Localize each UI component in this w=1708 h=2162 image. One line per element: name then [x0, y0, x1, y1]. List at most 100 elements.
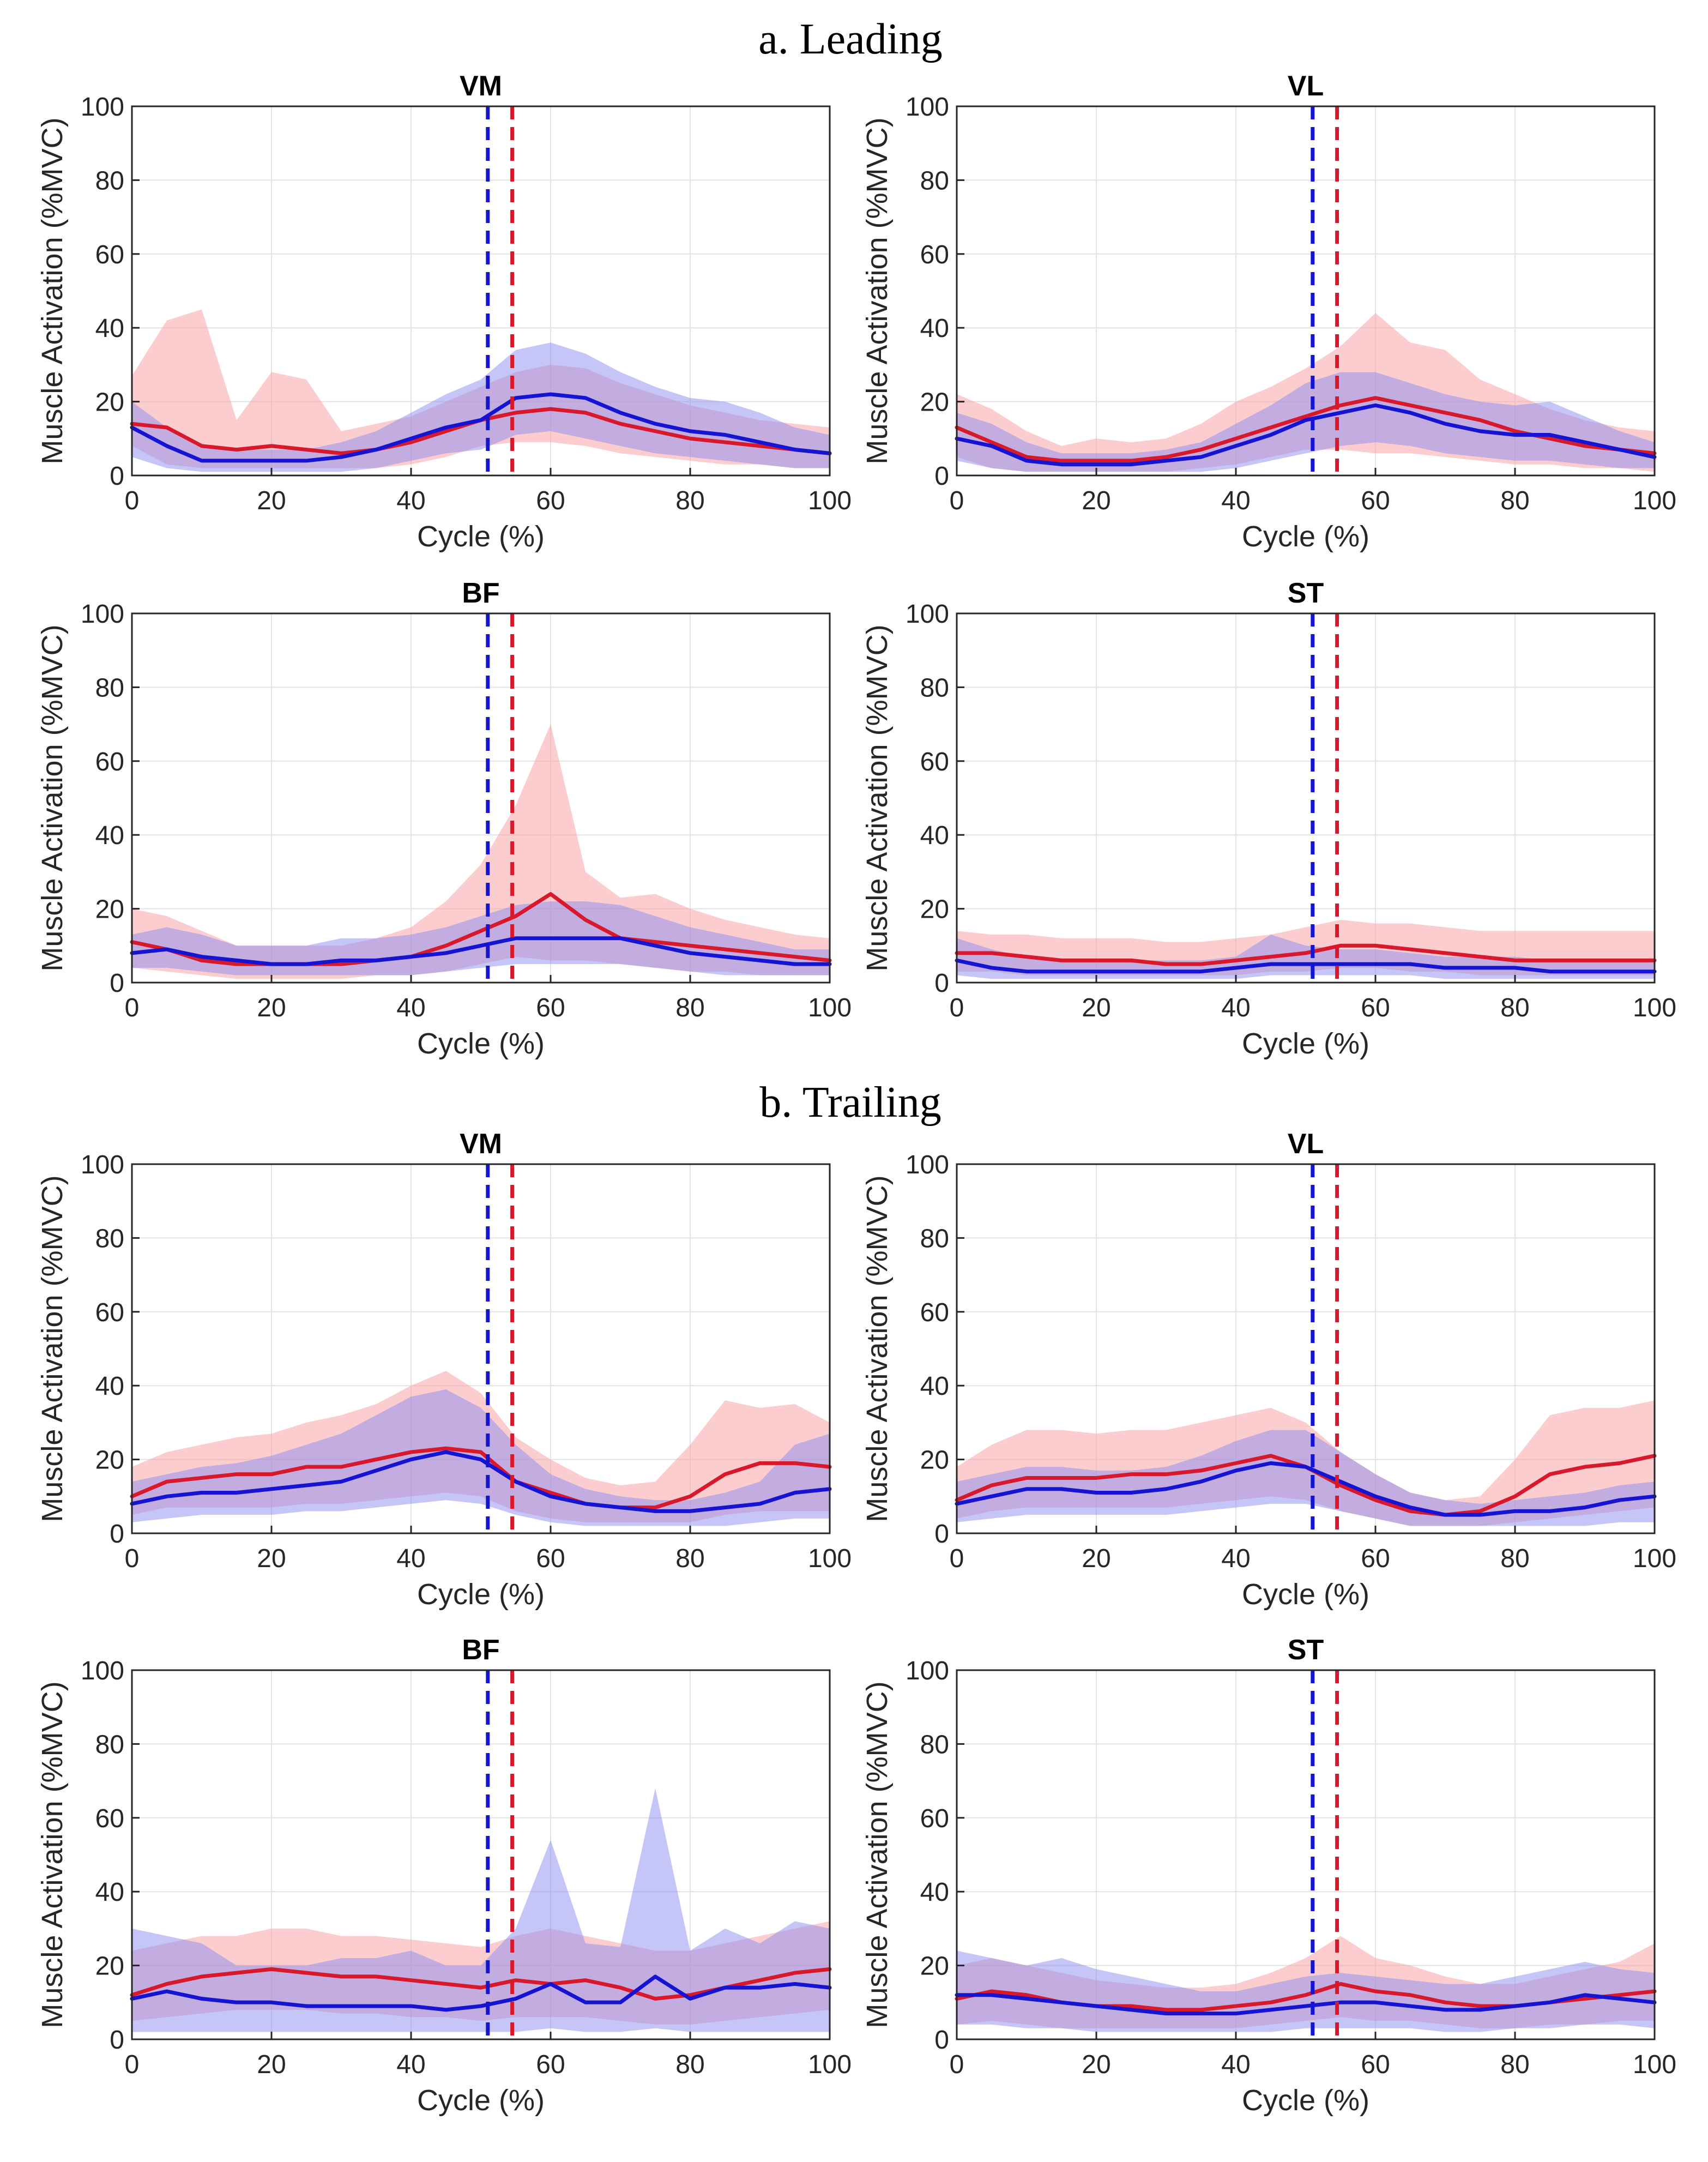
- axes-frame: [131, 1163, 831, 1534]
- y-tick-label: 20: [95, 388, 124, 417]
- x-tick-label: 0: [950, 2050, 964, 2079]
- section-title-trailing: b. Trailing: [759, 1079, 941, 1127]
- x-tick-label: 100: [808, 993, 852, 1022]
- y-axis-label: Muscle Activation (%MVC): [861, 117, 894, 464]
- x-tick-label: 20: [257, 993, 286, 1022]
- blue-mean-line: [130, 1450, 832, 1513]
- y-tick-label: 20: [95, 895, 124, 924]
- x-tick-label: 60: [536, 993, 565, 1022]
- x-tick-label: 100: [808, 1544, 852, 1573]
- x-tick-label: 100: [1633, 993, 1676, 1022]
- blue-band: [132, 901, 830, 975]
- panel-title: VM: [460, 70, 502, 102]
- y-tick-label: 100: [906, 93, 949, 122]
- blue-mean-line: [955, 403, 1657, 467]
- y-tick-label: 0: [934, 2026, 949, 2055]
- y-tick-label: 100: [81, 1151, 124, 1179]
- axes-frame: [131, 612, 831, 984]
- x-tick-label: 0: [125, 2050, 140, 2079]
- y-tick-label: 20: [920, 388, 949, 417]
- x-tick-label: 0: [950, 486, 964, 515]
- axes-frame: [956, 1163, 1656, 1534]
- x-tick-label: 80: [675, 2050, 704, 2079]
- y-axis-label: Muscle Activation (%MVC): [861, 624, 894, 971]
- red-mean-line: [130, 1446, 832, 1510]
- blue-mean-line: [955, 1461, 1657, 1517]
- x-axis-label: Cycle (%): [1242, 1027, 1369, 1060]
- y-axis-label: Muscle Activation (%MVC): [36, 624, 69, 971]
- y-tick-label: 100: [906, 600, 949, 629]
- y-tick-label: 80: [95, 673, 124, 702]
- y-tick-label: 80: [920, 1730, 949, 1759]
- axes-frame: [956, 612, 1656, 984]
- blue-band: [132, 342, 830, 472]
- chart-leading-vm: 0 20 40 60 80 100 0 20 40 60 80 100 VM Cycle (%) Muscl…: [36, 70, 852, 553]
- y-tick-label: 80: [95, 1730, 124, 1759]
- y-tick-label: 20: [920, 1952, 949, 1981]
- x-tick-label: 60: [536, 486, 565, 515]
- panel-title: VM: [460, 1128, 502, 1160]
- red-band: [132, 724, 830, 979]
- x-tick-label: 40: [1221, 2050, 1250, 2079]
- axes-frame: [956, 105, 1656, 477]
- x-tick-label: 60: [1361, 993, 1390, 1022]
- y-axis-label: Muscle Activation (%MVC): [36, 1681, 69, 2028]
- x-tick-label: 100: [1633, 486, 1676, 515]
- x-tick-label: 40: [1221, 486, 1250, 515]
- chart-trailing-st: 0 20 40 60 80 100 0 20 40 60 80 100 ST Cycle (%) Muscl…: [861, 1634, 1676, 2117]
- x-tick-label: 60: [536, 2050, 565, 2079]
- y-tick-label: 100: [81, 600, 124, 629]
- axes-frame: [131, 105, 831, 477]
- x-tick-label: 60: [1361, 486, 1390, 515]
- chart-trailing-vm: 0 20 40 60 80 100 0 20 40 60 80 100 VM Cycle (%) Muscl…: [36, 1128, 852, 1611]
- y-tick-label: 60: [95, 1298, 124, 1327]
- x-tick-label: 80: [675, 993, 704, 1022]
- x-tick-label: 0: [950, 1544, 964, 1573]
- x-tick-label: 20: [1082, 486, 1110, 515]
- y-tick-label: 20: [95, 1952, 124, 1981]
- x-tick-label: 80: [1500, 2050, 1529, 2079]
- x-tick-label: 40: [396, 2050, 425, 2079]
- x-tick-label: 0: [950, 993, 964, 1022]
- x-tick-label: 40: [1221, 993, 1250, 1022]
- y-tick-label: 60: [920, 748, 949, 776]
- blue-mean-line: [955, 958, 1657, 974]
- panel-title: ST: [1288, 577, 1324, 609]
- y-tick-label: 60: [95, 748, 124, 776]
- x-tick-label: 0: [125, 486, 140, 515]
- y-tick-label: 40: [920, 1878, 949, 1907]
- x-tick-label: 80: [1500, 1544, 1529, 1573]
- y-tick-label: 100: [906, 1657, 949, 1685]
- x-axis-label: Cycle (%): [1242, 1578, 1369, 1611]
- x-axis-label: Cycle (%): [1242, 520, 1369, 553]
- y-tick-label: 40: [95, 821, 124, 850]
- y-tick-label: 80: [920, 1224, 949, 1253]
- x-tick-label: 0: [125, 993, 140, 1022]
- y-tick-label: 80: [95, 1224, 124, 1253]
- blue-mean-line: [955, 1993, 1657, 2016]
- y-tick-label: 100: [906, 1151, 949, 1179]
- y-tick-label: 60: [920, 1804, 949, 1833]
- y-tick-label: 40: [95, 1372, 124, 1401]
- y-tick-label: 0: [934, 462, 949, 491]
- y-tick-label: 60: [920, 1298, 949, 1327]
- chart-leading-st: 0 20 40 60 80 100 0 20 40 60 80 100 ST Cycle (%) Muscl…: [861, 577, 1676, 1060]
- x-tick-label: 20: [257, 486, 286, 515]
- y-tick-label: 40: [920, 314, 949, 343]
- y-tick-label: 20: [920, 1446, 949, 1475]
- x-tick-label: 0: [125, 1544, 140, 1573]
- x-tick-label: 20: [1082, 1544, 1110, 1573]
- panel-title: ST: [1288, 1634, 1324, 1666]
- y-tick-label: 40: [95, 1878, 124, 1907]
- panel-title: BF: [462, 577, 499, 609]
- chart-leading-bf: 0 20 40 60 80 100 0 20 40 60 80 100 BF Cycle (%) Muscl…: [36, 577, 852, 1060]
- x-tick-label: 100: [808, 2050, 852, 2079]
- x-tick-label: 40: [1221, 1544, 1250, 1573]
- blue-mean-line: [130, 392, 832, 463]
- y-tick-label: 80: [920, 166, 949, 195]
- x-axis-label: Cycle (%): [417, 520, 545, 553]
- y-tick-label: 100: [81, 1657, 124, 1685]
- x-tick-label: 20: [257, 1544, 286, 1573]
- x-axis-label: Cycle (%): [417, 1027, 545, 1060]
